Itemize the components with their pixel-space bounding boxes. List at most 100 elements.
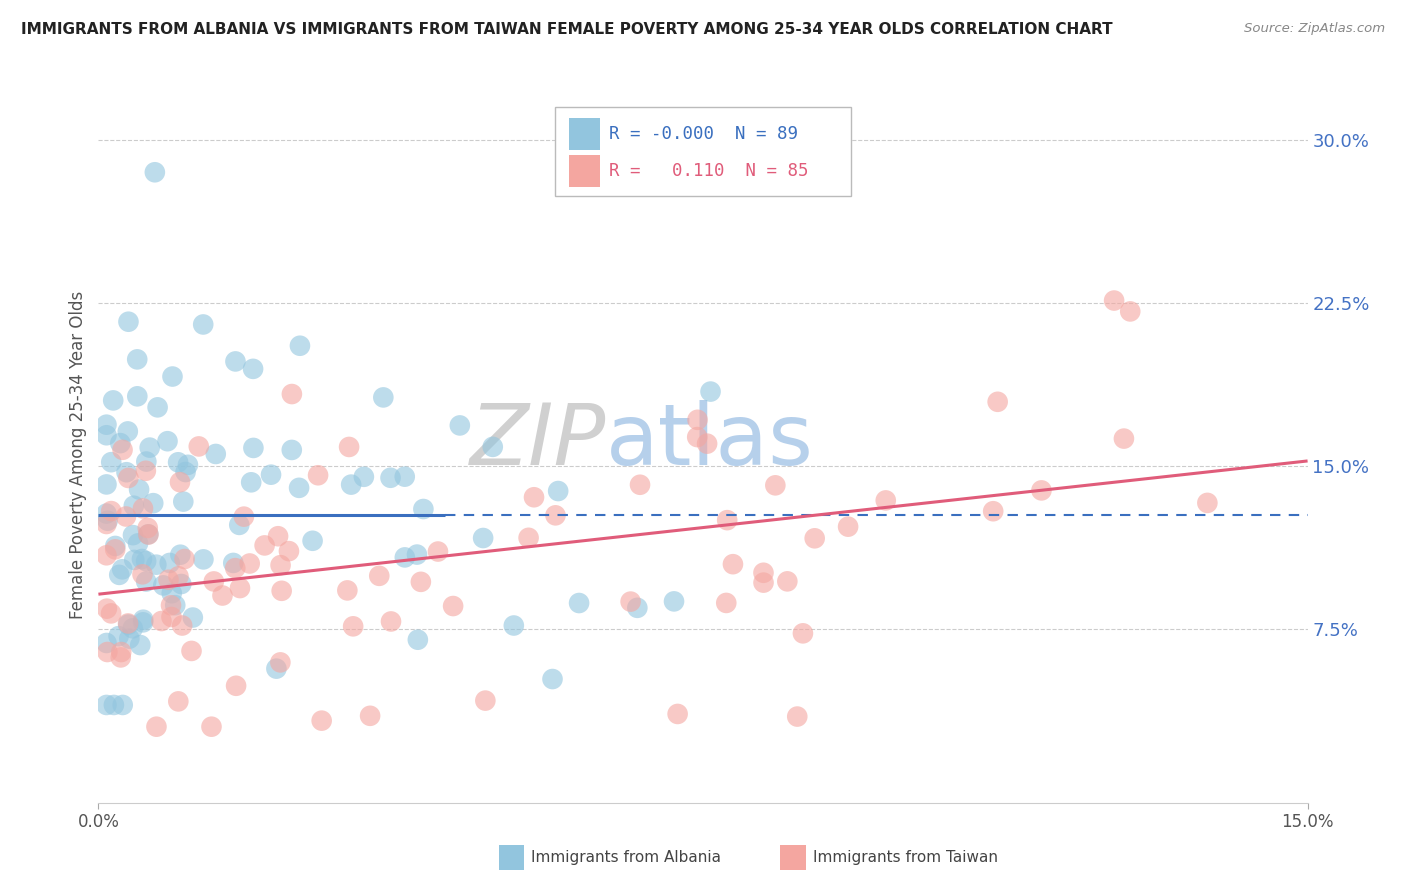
Point xyxy=(108,567,131,582)
Point xyxy=(301,533,323,548)
Point xyxy=(267,529,290,543)
Point xyxy=(1031,483,1053,498)
Point xyxy=(260,467,283,482)
Point xyxy=(96,636,118,650)
Point xyxy=(380,471,402,485)
Point xyxy=(541,672,564,686)
Point xyxy=(626,600,648,615)
Point xyxy=(122,499,145,513)
Point xyxy=(281,442,304,457)
Text: ZIP: ZIP xyxy=(470,400,606,483)
Point xyxy=(666,706,689,721)
Point xyxy=(160,610,183,624)
Point xyxy=(107,629,129,643)
Point xyxy=(481,440,503,454)
Point xyxy=(142,496,165,510)
Point xyxy=(1119,304,1142,318)
Point xyxy=(180,644,202,658)
Point xyxy=(118,632,141,646)
Point xyxy=(169,548,191,562)
Point xyxy=(409,574,432,589)
Point xyxy=(145,558,167,572)
Point xyxy=(170,577,193,591)
Text: IMMIGRANTS FROM ALBANIA VS IMMIGRANTS FROM TAIWAN FEMALE POVERTY AMONG 25-34 YEA: IMMIGRANTS FROM ALBANIA VS IMMIGRANTS FR… xyxy=(21,22,1112,37)
Point xyxy=(110,645,132,659)
Point xyxy=(96,645,118,659)
Point xyxy=(135,464,157,478)
Point xyxy=(353,470,375,484)
Point xyxy=(253,538,276,552)
Point xyxy=(138,527,160,541)
Point xyxy=(474,693,496,707)
Point xyxy=(132,501,155,516)
Point xyxy=(1197,496,1219,510)
Point xyxy=(307,468,329,483)
Point xyxy=(987,394,1010,409)
Point xyxy=(117,315,139,329)
Point xyxy=(174,465,197,479)
Point xyxy=(132,615,155,630)
Point xyxy=(225,679,247,693)
Point xyxy=(752,575,775,590)
Point xyxy=(662,594,685,608)
Point xyxy=(240,475,263,490)
Text: Immigrants from Albania: Immigrants from Albania xyxy=(531,850,721,864)
Point xyxy=(696,436,718,450)
Text: Source: ZipAtlas.com: Source: ZipAtlas.com xyxy=(1244,22,1385,36)
Point xyxy=(336,583,359,598)
Point xyxy=(96,601,118,615)
Point xyxy=(716,596,738,610)
Point xyxy=(143,165,166,179)
Point xyxy=(242,441,264,455)
Point xyxy=(177,458,200,472)
Point xyxy=(752,566,775,580)
Point xyxy=(803,531,825,545)
Point xyxy=(187,439,209,453)
Point xyxy=(136,521,159,535)
Point xyxy=(100,504,122,518)
Point xyxy=(502,618,524,632)
Point xyxy=(406,632,429,647)
Point xyxy=(1102,293,1125,308)
Point xyxy=(568,596,591,610)
Point xyxy=(547,483,569,498)
Point xyxy=(150,614,173,628)
Point xyxy=(232,509,254,524)
Point xyxy=(122,553,145,567)
Point xyxy=(193,552,215,566)
Point xyxy=(716,513,738,527)
Text: atlas: atlas xyxy=(606,400,814,483)
Point xyxy=(96,477,118,491)
Point xyxy=(167,569,190,583)
Point xyxy=(427,544,450,558)
Point xyxy=(104,542,127,557)
Point xyxy=(111,442,134,457)
Point xyxy=(837,519,859,533)
Point xyxy=(776,574,799,589)
Point xyxy=(472,531,495,545)
Point xyxy=(620,594,643,608)
Point xyxy=(96,428,118,442)
Point xyxy=(544,508,567,523)
Point xyxy=(96,516,118,531)
Point xyxy=(224,561,246,575)
Point xyxy=(242,362,264,376)
Point xyxy=(100,455,122,469)
Point xyxy=(278,544,301,558)
Point xyxy=(115,465,138,479)
Point xyxy=(129,638,152,652)
Point xyxy=(875,493,897,508)
Point xyxy=(699,384,721,399)
Point xyxy=(337,440,360,454)
Point xyxy=(628,477,651,491)
Point xyxy=(412,502,434,516)
Point xyxy=(132,613,155,627)
Point xyxy=(111,562,134,576)
Point xyxy=(96,698,118,712)
Point xyxy=(160,599,183,613)
Point xyxy=(127,536,149,550)
Point xyxy=(157,573,180,587)
Point xyxy=(373,391,395,405)
Point xyxy=(96,417,118,432)
Point xyxy=(394,469,416,483)
